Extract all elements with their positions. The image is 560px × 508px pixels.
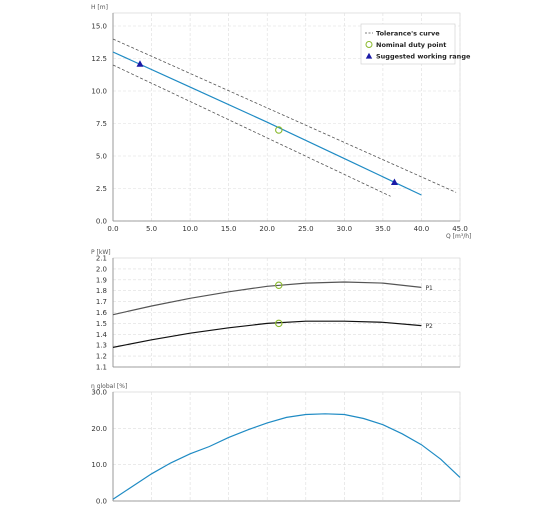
working-range-triangle (136, 60, 144, 67)
power-curve-chart: 1.1 1.2 1.3 1.4 1.5 1.6 1.7 1.8 1.9 2.0 2.1P [kW] P… (91, 249, 461, 372)
legend-box (360, 23, 456, 65)
legend-label: Nominal duty point (376, 41, 446, 49)
x-tick-label: 25.0 (298, 225, 314, 233)
y-tick-label: 1.9 (96, 276, 107, 284)
duty-point-marker (275, 281, 283, 289)
x-tick-label: 0.0 (107, 225, 118, 233)
x-tick-label: 30.0 (337, 225, 353, 233)
y-tick-label: 2.1 (96, 255, 107, 263)
legend-circle-icon (365, 41, 373, 48)
efficiency-curve-chart: 0.0 10.0 20.0 30.0η global [%] (91, 383, 461, 506)
x-tick-label: 40.0 (414, 225, 430, 233)
plot-area (112, 391, 461, 502)
duty-point-marker (275, 319, 283, 328)
y-tick-label: 1.6 (96, 309, 108, 317)
y-tick-label: 15.0 (91, 23, 107, 31)
y-tick-label: 2.0 (96, 265, 107, 273)
y-tick-label: 1.7 (96, 298, 107, 306)
y-tick-label: 10.0 (91, 88, 107, 96)
y-axis-label: P [kW] (91, 249, 111, 256)
duty-point-marker (275, 126, 283, 134)
y-tick-label: 10.0 (91, 461, 107, 469)
y-tick-label: 0.0 (96, 498, 107, 505)
x-tick-label: 45.0 (452, 225, 468, 233)
x-tick-label: 15.0 (221, 225, 237, 233)
y-tick-label: 1.2 (96, 353, 107, 361)
series-line-tolerance-upper (112, 38, 457, 193)
series-label: P1 (425, 285, 433, 292)
working-range-triangle (390, 178, 398, 185)
y-tick-label: 12.5 (91, 55, 107, 63)
y-tick-label: 1.4 (96, 331, 108, 339)
y-tick-label: 1.3 (96, 342, 107, 350)
x-axis-label: Q [m³/h] (446, 233, 471, 240)
y-tick-label: 1.8 (96, 287, 107, 295)
y-tick-label: 0.0 (96, 218, 107, 226)
series-line-tolerance-lower (112, 64, 391, 197)
y-tick-label: 1.1 (96, 364, 107, 372)
y-tick-label: 30.0 (91, 389, 107, 397)
series-line-p2 (112, 320, 422, 348)
legend-label: Suggested working range (376, 52, 471, 60)
x-tick-label: 35.0 (375, 225, 391, 233)
series-line-series-0 (112, 413, 461, 500)
head-curve-chart: 0.0 2.5 5.0 7.5 10.0 12.5 15.0 H [m] 0.0 5.0 10.0 1… (91, 4, 471, 240)
series-line-main (112, 51, 422, 196)
y-tick-label: 7.5 (96, 120, 107, 128)
x-tick-label: 20.0 (259, 225, 275, 233)
x-tick-label: 5.0 (146, 225, 157, 233)
y-tick-label: 20.0 (91, 425, 107, 433)
legend: Tolerance's curve Nominal duty point Sugge… (360, 23, 471, 65)
y-tick-label: 5.0 (96, 153, 107, 161)
x-tick-label: 10.0 (182, 225, 198, 233)
series-label: P2 (425, 323, 433, 330)
y-axis-label: H [m] (91, 4, 108, 11)
y-tick-label: 1.5 (96, 320, 107, 328)
y-axis-label: η global [%] (91, 383, 127, 390)
legend-label: Tolerance's curve (376, 29, 440, 37)
y-tick-label: 2.5 (96, 185, 107, 193)
series-line-p1 (112, 281, 422, 316)
legend-triangle-icon (365, 52, 373, 59)
